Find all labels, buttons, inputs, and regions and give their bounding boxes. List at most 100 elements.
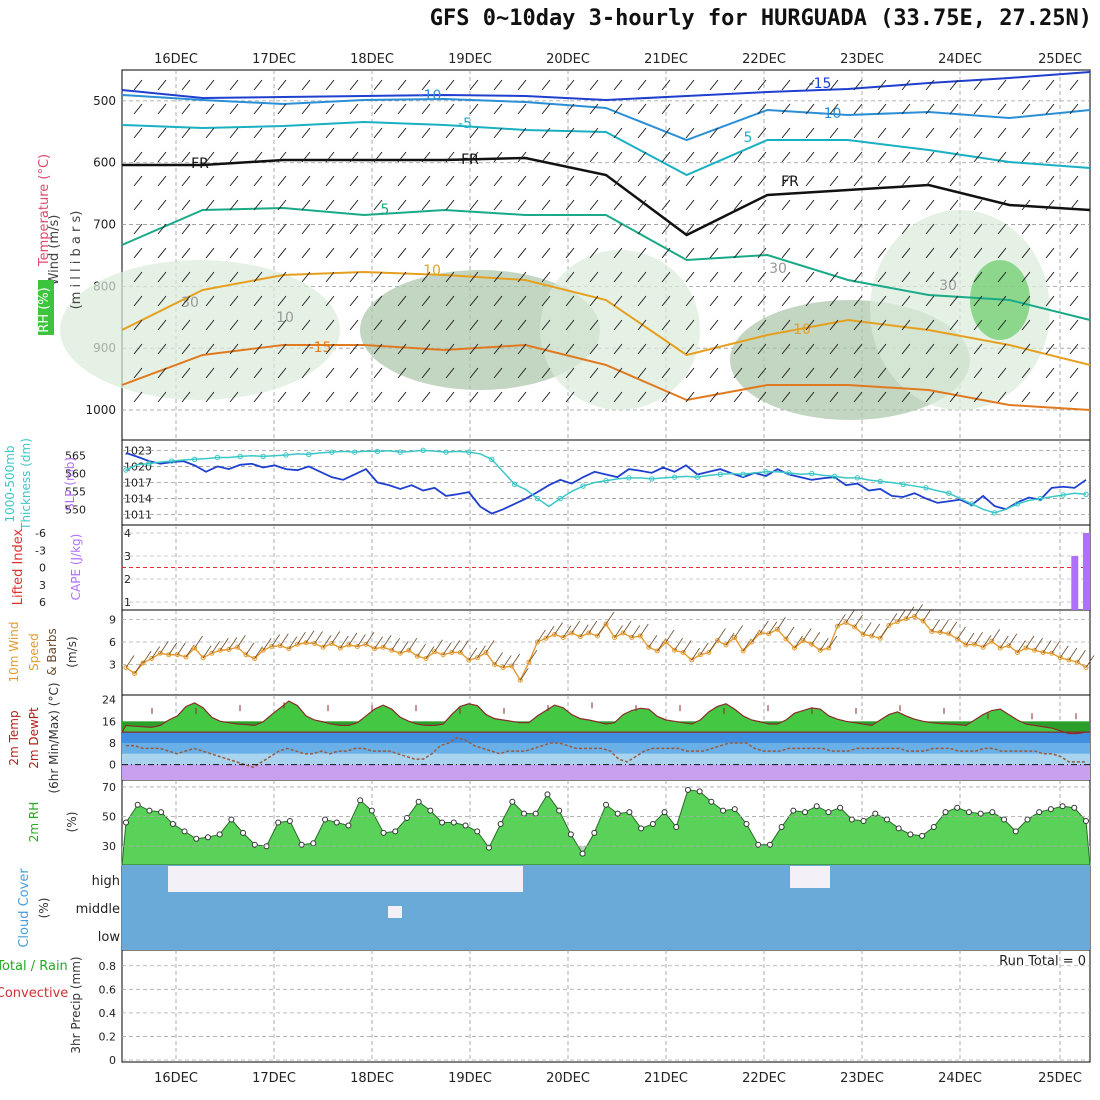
wind-barb xyxy=(1069,79,1079,91)
wind-speed-point xyxy=(423,656,429,661)
wind-barb xyxy=(757,223,767,235)
wind-barb xyxy=(493,367,503,379)
wind-barb xyxy=(253,151,263,163)
wind-barb-10m xyxy=(288,636,298,649)
wind-barb xyxy=(133,103,143,115)
wind-barb xyxy=(205,223,215,235)
wind-barb xyxy=(973,151,983,163)
contour-label: 5 xyxy=(744,130,753,146)
wind-barb xyxy=(781,271,791,283)
rh-point xyxy=(146,807,153,814)
wind-speed-point xyxy=(954,636,960,642)
wind-barb xyxy=(709,127,719,139)
wind-barb xyxy=(949,319,959,331)
wind-barb xyxy=(997,247,1007,259)
temp-tick-label: 8 xyxy=(109,737,116,750)
wind-barb xyxy=(685,79,695,91)
rh-shading xyxy=(60,260,340,400)
wind-barb xyxy=(973,367,983,379)
thickness-point xyxy=(351,449,358,455)
wind-barb-10m xyxy=(159,641,169,654)
wind-barb xyxy=(541,103,551,115)
thickness-point xyxy=(923,485,929,491)
wind-barb xyxy=(901,151,911,163)
rh-point xyxy=(333,819,340,826)
wind-barb xyxy=(757,79,767,91)
wind-barb xyxy=(541,79,551,91)
wind-barb xyxy=(925,127,935,139)
rh-point xyxy=(942,809,949,816)
wind-barb-10m xyxy=(537,629,546,643)
rh-point xyxy=(965,809,972,816)
millibars-axis-title: (m i l l i b a r s) xyxy=(69,211,84,310)
wind-barb xyxy=(709,319,719,331)
day-label-top: 22DEC xyxy=(742,52,786,67)
wind-barb-10m xyxy=(1025,635,1035,649)
wind-barb xyxy=(733,271,743,283)
wind-barb xyxy=(157,223,167,235)
wind-barb-10m xyxy=(1042,640,1052,653)
wind-barb xyxy=(853,271,863,283)
wind-speed-point xyxy=(843,620,849,625)
wind-barb xyxy=(997,367,1007,379)
wind-barb xyxy=(997,199,1007,211)
wind-barb-10m xyxy=(931,619,941,632)
wind-speed-point xyxy=(972,641,978,647)
contour-neg5 xyxy=(121,120,1091,177)
wind-barb xyxy=(589,103,599,115)
wind-barb xyxy=(901,391,911,403)
wind-barb xyxy=(157,343,167,355)
wind-barb xyxy=(541,343,551,355)
wind-barb xyxy=(925,367,935,379)
wind-barb xyxy=(205,151,215,163)
rh-point xyxy=(1083,818,1089,825)
wind-barb xyxy=(325,247,335,259)
day-label-bottom: 18DEC xyxy=(350,1071,394,1086)
wind-speed-point xyxy=(946,631,952,637)
wind-barb xyxy=(373,271,383,283)
wind-barb xyxy=(709,247,719,259)
wind-barb xyxy=(565,223,575,235)
wind10m-axis-title: 10m Wind xyxy=(7,622,21,683)
wind-barb-10m xyxy=(442,642,452,655)
wind-barb xyxy=(565,103,575,115)
wind-barb xyxy=(613,151,623,163)
wind-barb-10m xyxy=(699,642,709,655)
wind-barb xyxy=(445,271,455,283)
wind-barb xyxy=(829,151,839,163)
wind-barb xyxy=(349,199,359,211)
wind-barb xyxy=(613,79,623,91)
wind-barb xyxy=(973,175,983,187)
wind-barb xyxy=(709,295,719,307)
wind-barb xyxy=(157,367,167,379)
thickness-point xyxy=(946,490,952,496)
wind-barb xyxy=(157,79,167,91)
thickness-point xyxy=(717,471,723,477)
wind-barb xyxy=(589,151,599,163)
wind-barb xyxy=(997,79,1007,91)
thickness-point xyxy=(397,449,403,455)
wind-barb xyxy=(805,343,815,355)
wind-barb xyxy=(421,79,431,91)
wind-barb xyxy=(253,391,263,403)
wind-barb xyxy=(781,223,791,235)
wind-barb-10m xyxy=(399,641,409,654)
wind-barb xyxy=(205,319,215,331)
wind-speed-point xyxy=(980,644,986,650)
wind-barb-10m xyxy=(562,625,572,638)
wind-barb-10m xyxy=(965,632,975,646)
wind-speed-point xyxy=(963,642,969,648)
wind-barb xyxy=(733,223,743,235)
rh-point xyxy=(638,825,645,832)
day-label-bottom: 21DEC xyxy=(644,1071,688,1086)
wind-barb xyxy=(1021,391,1031,403)
thickness-point xyxy=(489,456,495,462)
wind-barb xyxy=(805,391,815,403)
wind-speed-point xyxy=(492,662,498,667)
wind-barb xyxy=(229,391,239,403)
wind-barb-10m xyxy=(305,630,315,643)
wind-barb xyxy=(925,79,935,91)
slp-axis-title: SLP (mb) xyxy=(63,457,77,511)
wind-barb xyxy=(349,343,359,355)
wind-speed-point xyxy=(577,634,583,640)
